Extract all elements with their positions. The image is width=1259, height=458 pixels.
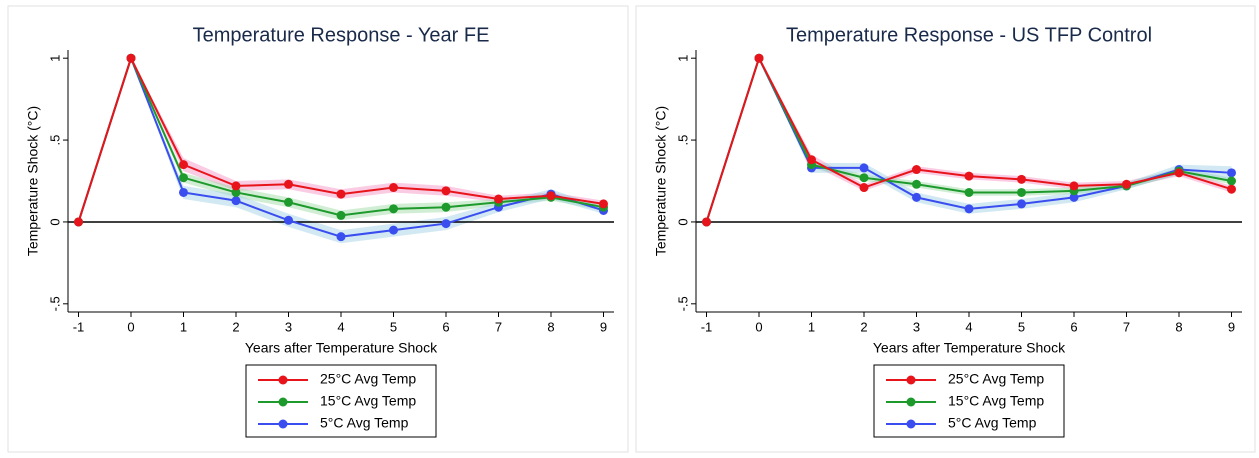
legend-label: 15°C Avg Temp <box>320 393 416 409</box>
data-point <box>1227 168 1236 178</box>
y-tick-label: 0 <box>47 218 62 225</box>
data-point <box>1069 181 1079 191</box>
data-point <box>284 197 293 207</box>
y-tick-label: .5 <box>47 135 62 146</box>
data-point <box>912 165 921 175</box>
data-point <box>964 187 974 197</box>
x-tick-label: 9 <box>600 319 607 334</box>
x-tick-label: 5 <box>1018 319 1025 334</box>
data-point <box>231 196 241 206</box>
x-tick-label: 4 <box>337 319 344 334</box>
legend-label: 5°C Avg Temp <box>948 415 1037 431</box>
data-point <box>74 217 83 227</box>
x-tick-label: 8 <box>547 319 554 334</box>
legend-label: 5°C Avg Temp <box>320 415 409 431</box>
x-tick-label: 6 <box>1070 319 1077 334</box>
legend-marker <box>906 397 916 407</box>
data-point <box>1174 168 1184 178</box>
data-point <box>336 189 346 199</box>
data-point <box>441 219 451 229</box>
data-point <box>1017 187 1026 197</box>
x-tick-label: 0 <box>755 319 762 334</box>
legend-marker <box>278 397 288 407</box>
data-point <box>1227 184 1236 194</box>
data-point <box>912 192 921 202</box>
data-point <box>284 215 293 225</box>
x-tick-label: 4 <box>965 319 972 334</box>
x-tick-label: 3 <box>285 319 292 334</box>
legend-label: 25°C Avg Temp <box>320 371 416 387</box>
x-tick-label: 6 <box>442 319 449 334</box>
data-point <box>231 187 241 197</box>
data-point <box>1017 199 1026 209</box>
data-point <box>336 232 346 242</box>
data-point <box>1069 192 1079 202</box>
x-tick-label: 7 <box>495 319 502 334</box>
legend-marker <box>906 375 916 385</box>
legend-label: 15°C Avg Temp <box>948 393 1044 409</box>
data-point <box>546 191 556 201</box>
data-point <box>912 179 921 189</box>
data-point <box>1017 174 1026 184</box>
x-tick-label: 7 <box>1123 319 1130 334</box>
x-tick-label: 2 <box>232 319 239 334</box>
chart-title: Temperature Response - US TFP Control <box>786 24 1152 46</box>
data-point <box>441 186 451 196</box>
x-tick-label: -1 <box>73 319 85 334</box>
x-tick-label: 2 <box>860 319 867 334</box>
x-tick-label: 0 <box>127 319 134 334</box>
x-axis-label: Years after Temperature Shock <box>245 340 438 356</box>
legend-marker <box>278 375 288 385</box>
y-tick-label: 1 <box>47 55 62 62</box>
data-point <box>859 163 869 173</box>
data-point <box>859 173 869 183</box>
y-axis-label: Temperature Shock (°C) <box>25 106 41 256</box>
data-point <box>1227 176 1236 186</box>
x-tick-label: 8 <box>1175 319 1182 334</box>
legend-marker <box>278 419 288 429</box>
x-tick-label: 1 <box>180 319 187 334</box>
data-point <box>231 181 241 191</box>
data-point <box>494 194 503 204</box>
data-point <box>702 217 711 227</box>
x-tick-label: 1 <box>808 319 815 334</box>
data-point <box>859 183 869 193</box>
data-point <box>1122 179 1131 189</box>
y-tick-label: .5 <box>675 135 690 146</box>
data-point <box>126 53 136 63</box>
data-point <box>179 173 188 183</box>
data-point <box>964 204 974 214</box>
x-tick-label: 5 <box>390 319 397 334</box>
data-point <box>389 204 398 214</box>
y-tick-label: -.5 <box>675 296 690 311</box>
legend-marker <box>906 419 916 429</box>
x-axis-label: Years after Temperature Shock <box>873 340 1066 356</box>
y-tick-label: 1 <box>675 55 690 62</box>
data-point <box>179 187 188 197</box>
x-tick-label: -1 <box>701 319 713 334</box>
data-point <box>284 179 293 189</box>
y-tick-label: -.5 <box>47 296 62 311</box>
chart-title: Temperature Response - Year FE <box>193 24 490 46</box>
data-point <box>389 225 398 235</box>
data-point <box>179 160 188 170</box>
y-tick-label: 0 <box>675 218 690 225</box>
data-point <box>441 202 451 212</box>
data-point <box>389 183 398 193</box>
data-point <box>964 171 974 181</box>
data-point <box>599 199 608 209</box>
data-point <box>807 155 816 165</box>
x-tick-label: 9 <box>1228 319 1235 334</box>
data-point <box>754 53 764 63</box>
x-tick-label: 3 <box>913 319 920 334</box>
legend-label: 25°C Avg Temp <box>948 371 1044 387</box>
y-axis-label: Temperature Shock (°C) <box>653 106 669 256</box>
data-point <box>336 210 346 220</box>
